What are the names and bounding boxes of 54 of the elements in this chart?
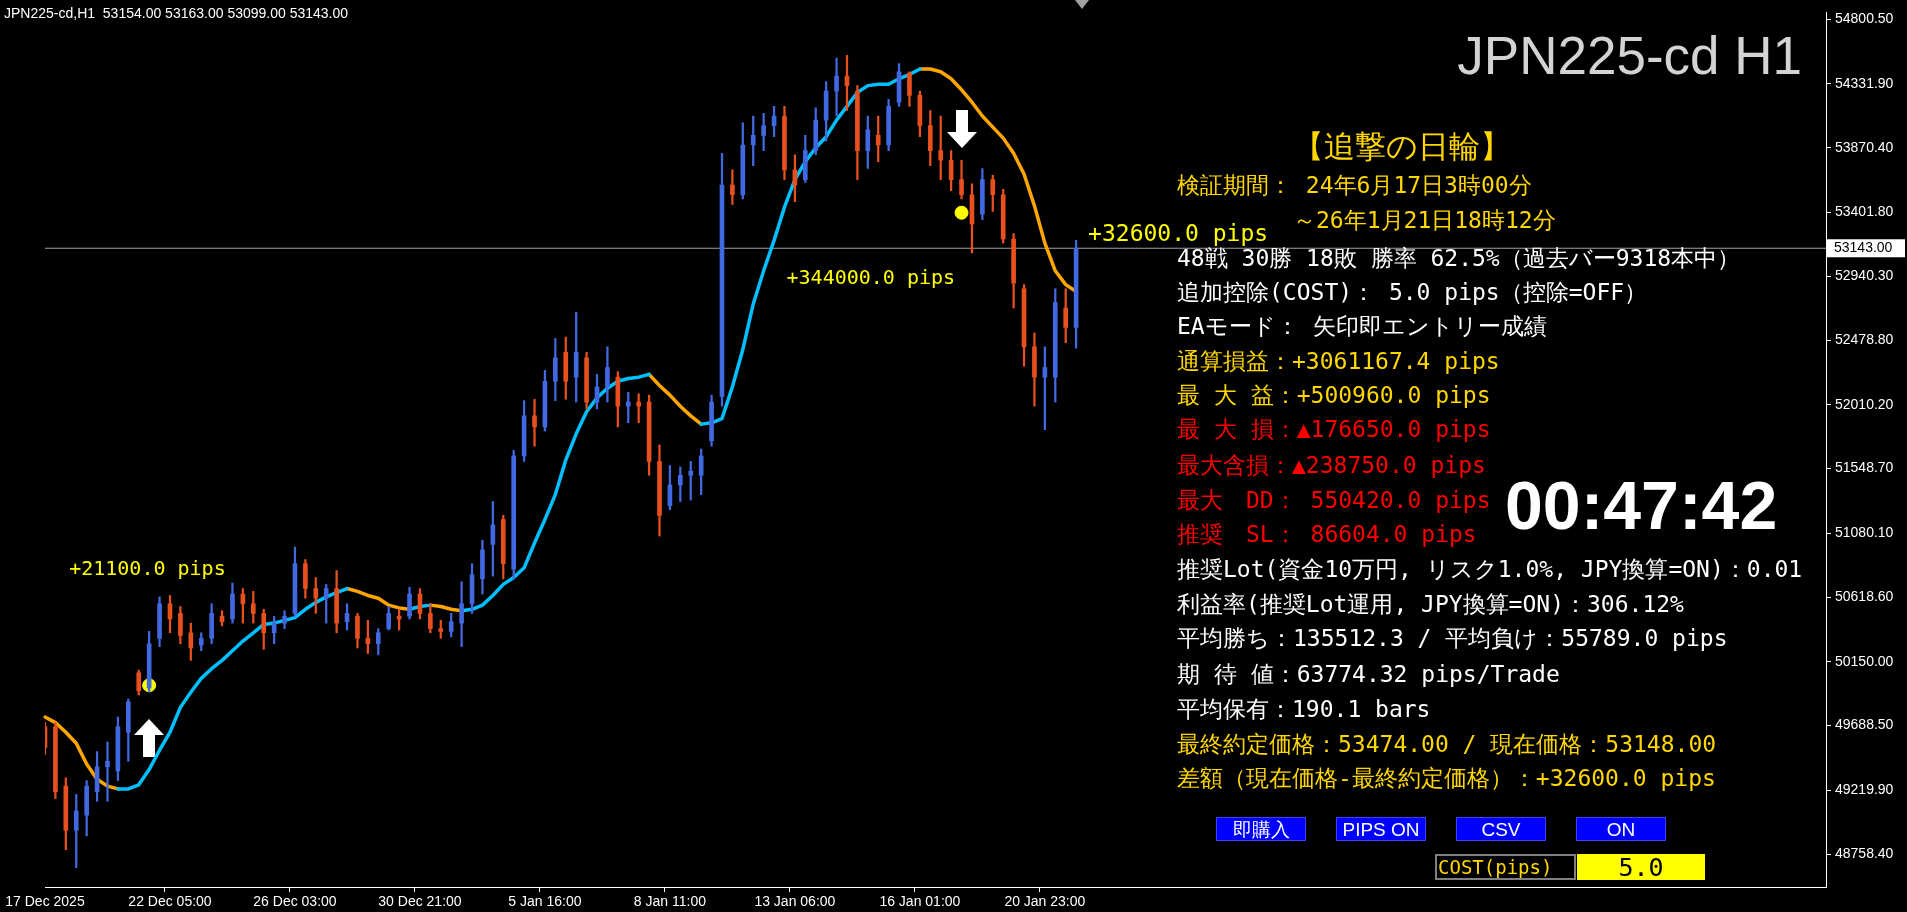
- ref-line-label: 53143.00: [1834, 239, 1893, 256]
- x-tick-label: 20 Jan 23:00: [1004, 893, 1086, 910]
- annotation: CSV: [1481, 818, 1521, 840]
- x-tick-label: 16 Jan 01:00: [879, 893, 961, 910]
- annotation: 最 大 損：▲176650.0 pips: [1177, 415, 1491, 442]
- y-tick-label: 53870.40: [1835, 138, 1894, 155]
- annotation: 期 待 値：63774.32 pips/Trade: [1177, 660, 1560, 687]
- y-tick-label: 51548.70: [1835, 459, 1894, 476]
- x-tick-label: 8 Jan 11:00: [633, 893, 707, 910]
- annotation: 【追撃の日輪】: [1293, 127, 1511, 164]
- annotation: 即購入: [1232, 818, 1290, 840]
- annotation: PIPS ON: [1342, 818, 1420, 840]
- annotation: 5.0: [1618, 852, 1664, 882]
- x-tick-label: 5 Jan 16:00: [508, 893, 582, 910]
- x-tick-label: 13 Jan 06:00: [754, 893, 836, 910]
- annotation: 差額（現在価格-最終約定価格）：+32600.0 pips: [1177, 764, 1716, 791]
- annotation: 最大 DD： 550420.0 pips: [1177, 486, 1491, 513]
- x-tick-label: 26 Dec 03:00: [253, 893, 337, 910]
- chart-title: JPN225-cd H1: [1457, 25, 1802, 85]
- x-tick-label: 17 Dec 2025: [5, 893, 85, 910]
- annotation: 最 大 益：+500960.0 pips: [1177, 381, 1491, 408]
- y-tick-label: 52478.80: [1835, 330, 1894, 347]
- y-tick-label: 52940.30: [1835, 267, 1894, 284]
- annotation: 利益率(推奨Lot運用, JPY換算=ON)：306.12%: [1177, 590, 1684, 617]
- annotation: +21100.0 pips: [69, 556, 226, 581]
- annotation: ～26年1月21日18時12分: [1293, 206, 1556, 233]
- x-tick-label: 30 Dec 21:00: [378, 893, 462, 910]
- annotation: 最大含損：▲238750.0 pips: [1177, 451, 1486, 478]
- chart-subtitle: JPN225-cd,H1 53154.00 53163.00 53099.00 53143.00: [4, 5, 349, 21]
- annotation: 追加控除(COST)： 5.0 pips（控除=OFF）: [1177, 278, 1648, 305]
- y-tick-label: 50618.60: [1835, 587, 1894, 604]
- annotation: +344000.0 pips: [786, 264, 956, 289]
- annotation: ON: [1606, 818, 1636, 840]
- y-tick-label: 48758.40: [1835, 844, 1894, 861]
- y-tick-label: 52010.20: [1835, 395, 1894, 412]
- annotation: 推奨 SL： 86604.0 pips: [1177, 520, 1477, 547]
- y-tick-label: 49219.90: [1835, 781, 1894, 798]
- annotation: 00:47:42: [1505, 467, 1778, 543]
- y-tick-label: 49688.50: [1835, 716, 1894, 733]
- x-tick-label: 22 Dec 05:00: [128, 893, 212, 910]
- annotation: 検証期間： 24年6月17日3時00分: [1177, 171, 1532, 198]
- annotation: 平均勝ち：135512.3 / 平均負け：55789.0 pips: [1177, 624, 1728, 651]
- y-tick-label: 53401.80: [1835, 203, 1894, 220]
- annotation: 最終約定価格：53474.00 / 現在価格：53148.00: [1177, 730, 1717, 757]
- y-tick-label: 50150.00: [1835, 652, 1894, 669]
- annotation: 平均保有：190.1 bars: [1177, 695, 1431, 722]
- y-tick-label: 54800.50: [1835, 10, 1894, 27]
- annotation: +32600.0 pips: [1088, 219, 1269, 246]
- annotation: EAモード： 矢印即エントリー成績: [1177, 312, 1547, 339]
- annotation: 通算損益：+3061167.4 pips: [1177, 347, 1500, 374]
- y-tick-label: 51080.10: [1835, 524, 1894, 541]
- y-tick-label: 54331.90: [1835, 74, 1894, 91]
- annotation: 推奨Lot(資金10万円, リスク1.0%, JPY換算=ON)：0.01: [1177, 555, 1803, 582]
- annotation: COST(pips): [1438, 855, 1553, 878]
